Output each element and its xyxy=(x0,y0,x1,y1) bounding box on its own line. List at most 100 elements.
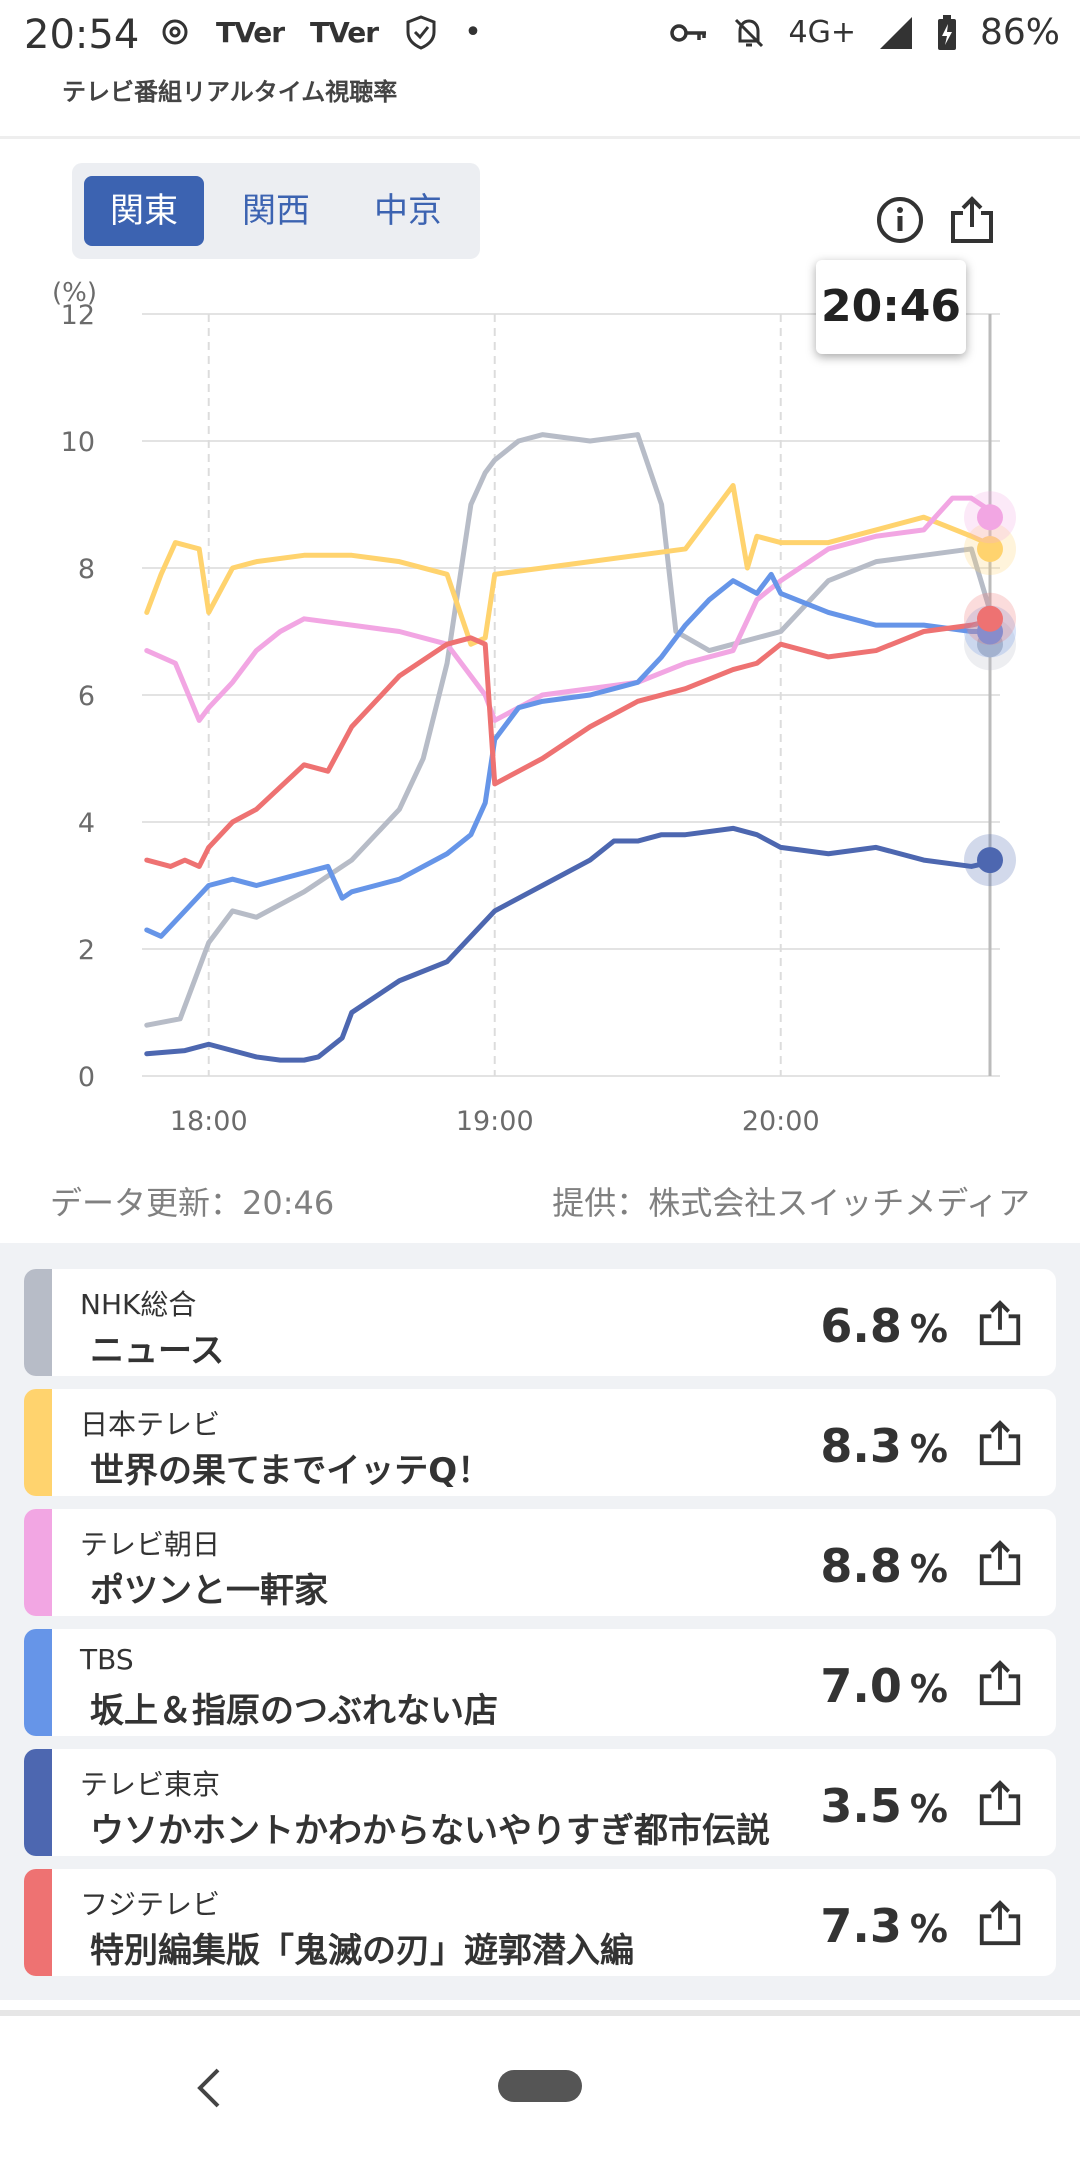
series-line-1 xyxy=(144,482,1003,647)
rating-number: 3.5 xyxy=(820,1779,902,1833)
program-list: NHK総合 ニュース 6.8% 日本テレビ 世界の果てまでイッテQ！ 8.3% … xyxy=(0,1243,1080,2000)
share-icon[interactable] xyxy=(976,1899,1024,1947)
program-title: ポツンと一軒家 xyxy=(90,1571,328,1611)
series-marker-5 xyxy=(977,605,1003,632)
rating-value: 6.8% xyxy=(820,1299,948,1353)
rating-number: 8.3 xyxy=(820,1419,902,1473)
provider-label: 提供：株式会社スイッチメディア xyxy=(552,1184,1030,1222)
notification-icons: TVer TVer • xyxy=(160,14,482,50)
rating-chart-svg: 0 2 4 6 8 10 12 18:00 19:00 20:00 xyxy=(61,300,1016,1137)
rating-value: 7.0% xyxy=(820,1659,948,1713)
channel-color-bar xyxy=(24,1389,52,1496)
more-notifications-dot: • xyxy=(464,14,482,50)
channel-name: NHK総合 xyxy=(80,1288,197,1321)
channel-color-bar xyxy=(24,1749,52,1856)
y-tick-label: 4 xyxy=(78,808,95,839)
tab-kanto[interactable]: 関東 xyxy=(84,176,204,246)
y-tick-label: 2 xyxy=(78,935,95,966)
share-icon[interactable] xyxy=(976,1779,1024,1827)
program-card-fuji[interactable]: フジテレビ 特別編集版「鬼滅の刃」遊郭潜入編 7.3% xyxy=(24,1869,1056,1976)
time-tooltip: 20:46 xyxy=(816,260,966,354)
series-line-0 xyxy=(144,432,1003,1028)
program-card-nhk[interactable]: NHK総合 ニュース 6.8% xyxy=(24,1269,1056,1376)
y-tick-label: 6 xyxy=(78,681,95,712)
series-marker-4 xyxy=(977,847,1003,874)
series-line-3 xyxy=(144,571,1003,939)
program-title: ウソかホントかわからないやりすぎ都市伝説 xyxy=(90,1811,770,1851)
network-type: 4G+ xyxy=(788,15,856,50)
x-tick-label: 20:00 xyxy=(742,1106,820,1137)
tab-chukyo[interactable]: 中京 xyxy=(374,191,442,231)
series-line-2 xyxy=(144,495,1003,723)
rating-value: 8.3% xyxy=(820,1419,948,1473)
home-pill[interactable] xyxy=(498,2070,582,2102)
tver-icon: TVer xyxy=(216,15,285,49)
region-tabs: 関東 関西 中京 xyxy=(72,163,480,259)
channel-name: テレビ東京 xyxy=(80,1768,221,1801)
tver-icon-2: TVer xyxy=(310,15,379,49)
program-title: 坂上＆指原のつぶれない店 xyxy=(90,1691,498,1731)
program-title: 特別編集版「鬼滅の刃」遊郭潜入編 xyxy=(90,1931,634,1971)
channel-color-bar xyxy=(24,1869,52,1976)
rating-unit: % xyxy=(909,1547,948,1591)
status-bar: 20:54 TVer TVer • 4G+ 86% xyxy=(0,0,1080,74)
share-icon[interactable] xyxy=(947,195,997,245)
program-card-ntv[interactable]: 日本テレビ 世界の果てまでイッテQ！ 8.3% xyxy=(24,1389,1056,1496)
rating-unit: % xyxy=(909,1787,948,1831)
x-tick-label: 18:00 xyxy=(170,1106,248,1137)
rating-value: 7.3% xyxy=(820,1899,948,1953)
rating-number: 6.8 xyxy=(820,1299,902,1353)
series-marker-1 xyxy=(977,535,1003,562)
shield-icon xyxy=(406,15,436,50)
rating-number: 7.0 xyxy=(820,1659,902,1713)
channel-color-bar xyxy=(24,1269,52,1376)
status-time: 20:54 xyxy=(24,12,140,58)
back-chevron-icon[interactable] xyxy=(190,2064,230,2112)
battery-level: 86% xyxy=(979,12,1060,53)
rating-chart: 0 2 4 6 8 10 12 18:00 19:00 20:00 xyxy=(0,270,1080,1150)
channel-name: フジテレビ xyxy=(80,1888,221,1921)
y-tick-label: 0 xyxy=(78,1062,95,1093)
x-tick-label: 19:00 xyxy=(456,1106,534,1137)
bottom-divider xyxy=(0,2010,1080,2016)
rating-unit: % xyxy=(909,1427,948,1471)
rating-value: 8.8% xyxy=(820,1539,948,1593)
info-icon[interactable] xyxy=(875,195,925,245)
battery-charging-icon xyxy=(937,14,956,50)
rating-value: 3.5% xyxy=(820,1779,948,1833)
share-icon[interactable] xyxy=(976,1419,1024,1467)
channel-name: テレビ朝日 xyxy=(80,1528,221,1561)
app-title: テレビ番組リアルタイム視聴率 xyxy=(62,78,398,106)
rating-unit: % xyxy=(909,1907,948,1951)
y-tick-label: 10 xyxy=(61,427,95,458)
program-title: ニュース xyxy=(90,1331,225,1371)
channel-name: TBS xyxy=(80,1643,134,1676)
series-line-4 xyxy=(144,825,1003,1063)
y-axis-unit: (%) xyxy=(52,278,97,308)
header-divider xyxy=(0,136,1080,139)
signal-icon xyxy=(879,16,912,49)
rating-unit: % xyxy=(909,1667,948,1711)
channel-color-bar xyxy=(24,1509,52,1616)
system-icons: 4G+ 86% xyxy=(669,12,1060,53)
share-icon[interactable] xyxy=(976,1539,1024,1587)
mute-bell-icon xyxy=(734,18,763,47)
data-updated-label: データ更新：20:46 xyxy=(50,1184,335,1222)
y-tick-label: 8 xyxy=(78,554,95,585)
program-title: 世界の果てまでイッテQ！ xyxy=(90,1451,492,1491)
tab-kansai[interactable]: 関西 xyxy=(242,191,310,231)
share-icon[interactable] xyxy=(976,1299,1024,1347)
rating-number: 8.8 xyxy=(820,1539,902,1593)
program-card-tbs[interactable]: TBS 坂上＆指原のつぶれない店 7.0% xyxy=(24,1629,1056,1736)
program-card-tv-asahi[interactable]: テレビ朝日 ポツンと一軒家 8.8% xyxy=(24,1509,1056,1616)
program-card-tv-tokyo[interactable]: テレビ東京 ウソかホントかわからないやりすぎ都市伝説 3.5% xyxy=(24,1749,1056,1856)
rating-number: 7.3 xyxy=(820,1899,902,1953)
channel-name: 日本テレビ xyxy=(80,1408,221,1441)
rating-unit: % xyxy=(909,1307,948,1351)
y-tick-label: 12 xyxy=(61,300,95,331)
series-marker-2 xyxy=(977,504,1003,531)
channel-color-bar xyxy=(24,1629,52,1736)
key-icon xyxy=(669,23,706,42)
series-line-5 xyxy=(144,616,1003,869)
share-icon[interactable] xyxy=(976,1659,1024,1707)
